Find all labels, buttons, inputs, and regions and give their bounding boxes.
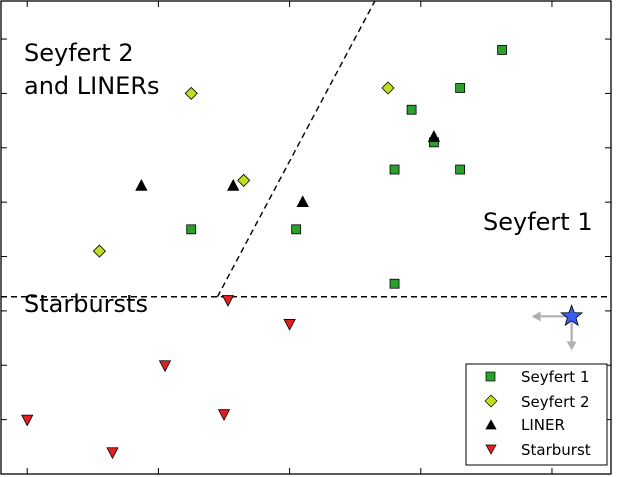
point-seyfert2-3 bbox=[237, 173, 251, 187]
point-starburst-5 bbox=[283, 319, 296, 331]
point-liner-2 bbox=[296, 195, 309, 208]
point-starburst-4 bbox=[221, 295, 235, 307]
point-seyfert1-7 bbox=[389, 278, 400, 289]
region-label-seyfert2-line2: and LINERs bbox=[24, 72, 160, 100]
region-label-starbursts: Starbursts bbox=[24, 290, 148, 318]
point-seyfert2-2 bbox=[92, 244, 106, 258]
highlight-star-icon bbox=[560, 304, 584, 327]
legend-triangle-down-icon bbox=[485, 444, 497, 455]
legend-label-seyfert1: Seyfert 1 bbox=[521, 368, 590, 386]
point-seyfert2-1 bbox=[381, 81, 395, 95]
dashed-boundary-line-1 bbox=[216, 0, 376, 298]
legend-triangle-up-icon bbox=[485, 419, 497, 430]
point-liner-3 bbox=[427, 130, 441, 142]
region-label-seyfert1: Seyfert 1 bbox=[483, 208, 593, 236]
point-seyfert2-0 bbox=[184, 86, 198, 100]
point-seyfert1-3 bbox=[455, 83, 466, 93]
point-starburst-0 bbox=[21, 414, 34, 427]
legend-label-liner: LINER bbox=[521, 416, 565, 434]
highlight-layer bbox=[531, 304, 584, 351]
point-starburst-1 bbox=[106, 447, 119, 460]
legend-square-icon bbox=[485, 371, 496, 382]
point-seyfert1-8 bbox=[455, 164, 466, 175]
legend-entry-liner: LINER bbox=[485, 416, 565, 434]
point-seyfert1-0 bbox=[291, 224, 302, 235]
arrow-left-icon bbox=[531, 311, 541, 322]
point-starburst-2 bbox=[158, 360, 172, 373]
points-layer bbox=[21, 45, 508, 460]
region-label-seyfert2-line1: Seyfert 2 bbox=[24, 39, 134, 67]
legend-entry-seyfert2: Seyfert 2 bbox=[484, 393, 590, 411]
legend: Seyfert 1 Seyfert 2 LINER Starburst bbox=[465, 363, 608, 466]
dashed-lines-layer bbox=[1, 0, 611, 298]
point-starburst-3 bbox=[217, 409, 231, 422]
point-seyfert1-1 bbox=[389, 164, 400, 175]
point-liner-0 bbox=[135, 178, 148, 191]
legend-entry-seyfert1: Seyfert 1 bbox=[485, 368, 590, 386]
point-seyfert1-2 bbox=[406, 104, 417, 115]
legend-diamond-icon bbox=[484, 394, 498, 408]
point-seyfert1-5 bbox=[497, 45, 508, 55]
legend-entry-starburst: Starburst bbox=[485, 441, 591, 459]
legend-label-seyfert2: Seyfert 2 bbox=[521, 393, 590, 411]
point-seyfert1-6 bbox=[186, 224, 197, 235]
arrow-down-icon bbox=[566, 341, 577, 351]
legend-label-starburst: Starburst bbox=[521, 441, 591, 459]
point-liner-1 bbox=[227, 178, 240, 191]
